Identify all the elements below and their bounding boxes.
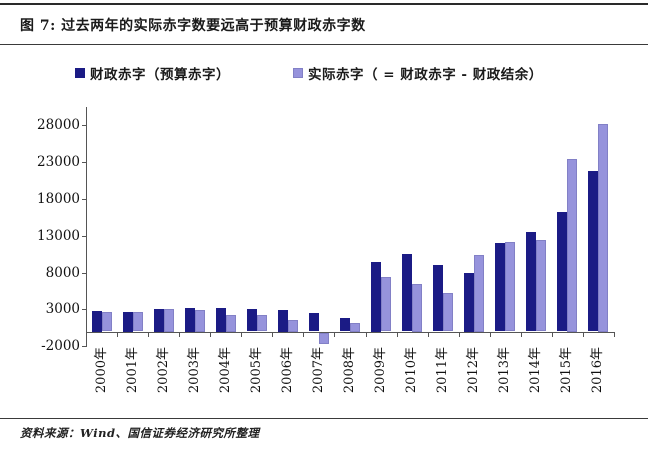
bar-actual-2003	[195, 310, 205, 332]
x-axis-tickmark	[303, 332, 304, 337]
x-axis-tickmark	[334, 332, 335, 337]
x-axis-label: 2007年	[311, 347, 326, 394]
x-axis-tickmark	[86, 332, 87, 337]
bar-actual-2000	[102, 312, 112, 331]
bar-actual-2016	[598, 124, 608, 332]
x-axis-label: 2012年	[466, 347, 481, 394]
x-axis-tickmark	[148, 332, 149, 337]
y-axis-tickmark	[82, 236, 86, 237]
x-axis-tickmark	[552, 332, 553, 337]
x-axis-tickmark	[366, 332, 367, 337]
y-axis-tickmark	[82, 309, 86, 310]
y-axis-tickmark	[82, 199, 86, 200]
bar-budget-2002	[154, 309, 164, 332]
bar-actual-2002	[164, 309, 174, 332]
bar-actual-2009	[381, 277, 391, 331]
bar-budget-2015	[557, 212, 567, 331]
bar-actual-2005	[257, 315, 267, 331]
bar-actual-2004	[226, 315, 236, 332]
bar-budget-2009	[371, 262, 381, 332]
title-divider-line	[0, 44, 648, 45]
bar-budget-2005	[247, 309, 257, 331]
y-axis-tick-label: 28000	[37, 117, 80, 133]
bar-budget-2006	[278, 310, 288, 332]
bar-budget-2013	[495, 243, 505, 331]
x-axis-label: 2009年	[373, 347, 388, 394]
x-axis-label: 2008年	[342, 347, 357, 394]
x-axis-label: 2003年	[187, 347, 202, 394]
top-border-line	[0, 3, 648, 5]
bar-budget-2004	[216, 308, 226, 332]
x-axis-line	[86, 332, 614, 333]
y-axis-tick-label: 8000	[45, 265, 80, 281]
bar-actual-2015	[567, 159, 577, 332]
source-note: 资料来源：Wind、国信证券经济研究所整理	[20, 426, 260, 440]
x-axis-label: 2001年	[125, 347, 140, 394]
x-axis-label: 2002年	[156, 347, 171, 394]
bar-budget-2008	[340, 318, 350, 331]
figure-title: 图 7: 过去两年的实际赤字数要远高于预算财政赤字数	[20, 18, 366, 34]
y-axis-line	[86, 107, 87, 347]
bar-budget-2007	[309, 313, 319, 331]
bar-budget-2016	[588, 171, 598, 331]
x-axis-label: 2006年	[280, 347, 295, 394]
y-axis-tick-label: 3000	[45, 301, 80, 317]
x-axis-label: 2014年	[528, 347, 543, 394]
x-axis-label: 2011年	[435, 347, 450, 394]
x-axis-label: 2015年	[559, 347, 574, 394]
y-axis-tickmark	[82, 273, 86, 274]
bar-actual-2014	[536, 240, 546, 331]
bar-actual-2001	[133, 312, 143, 331]
legend-item-actual-deficit: 实际赤字（ = 财政赤字 - 财政结余）	[293, 64, 543, 83]
bar-actual-2010	[412, 284, 422, 332]
bar-actual-2012	[474, 255, 484, 332]
x-axis-tickmark	[583, 332, 584, 337]
y-axis-tickmark	[82, 125, 86, 126]
x-axis-tickmark	[272, 332, 273, 337]
legend-label-actual: 实际赤字（ = 财政赤字 - 财政结余）	[308, 67, 543, 83]
legend-swatch-budget-icon	[75, 68, 85, 78]
x-axis-tickmark	[490, 332, 491, 337]
legend-label-budget: 财政赤字（预算赤字）	[90, 67, 230, 83]
x-axis-tickmark	[210, 332, 211, 337]
bar-actual-2013	[505, 242, 515, 331]
y-axis-tick-label: 18000	[37, 191, 80, 207]
x-axis-tickmark	[428, 332, 429, 337]
bar-actual-2006	[288, 320, 298, 332]
x-axis-tickmark	[117, 332, 118, 337]
x-axis-tickmark	[241, 332, 242, 337]
y-axis-tickmark	[82, 346, 86, 347]
y-axis-tick-label: 13000	[37, 228, 80, 244]
x-axis-label: 2004年	[218, 347, 233, 394]
legend-item-budget-deficit: 财政赤字（预算赤字）	[75, 64, 230, 83]
x-axis-tickmark	[521, 332, 522, 337]
footer-divider-line	[0, 418, 648, 419]
x-axis-tickmark	[397, 332, 398, 337]
y-axis-tickmark	[82, 162, 86, 163]
legend-swatch-actual-icon	[293, 68, 303, 78]
x-axis-tickmark	[614, 332, 615, 337]
bar-budget-2014	[526, 232, 536, 331]
x-axis-label: 2005年	[249, 347, 264, 394]
bar-budget-2001	[123, 312, 133, 332]
x-axis-label: 2010年	[404, 347, 419, 394]
x-axis-tickmark	[179, 332, 180, 337]
bar-actual-2008	[350, 323, 360, 332]
x-axis-label: 2013年	[497, 347, 512, 394]
y-axis-tick-label: -2000	[41, 338, 80, 354]
bar-budget-2011	[433, 265, 443, 331]
bar-budget-2003	[185, 308, 195, 332]
y-axis-tick-label: 23000	[37, 154, 80, 170]
bar-budget-2010	[402, 254, 412, 331]
bar-actual-2007	[319, 333, 329, 344]
x-axis-label: 2000年	[94, 347, 109, 394]
x-axis-tickmark	[459, 332, 460, 337]
bar-budget-2012	[464, 273, 474, 332]
x-axis-label: 2016年	[590, 347, 605, 394]
bar-budget-2000	[92, 311, 102, 332]
bar-actual-2011	[443, 293, 453, 331]
